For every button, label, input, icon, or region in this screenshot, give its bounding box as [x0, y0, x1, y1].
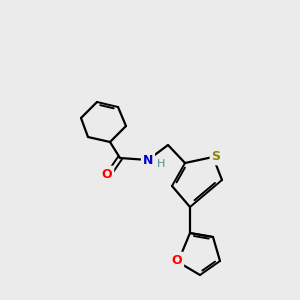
Text: H: H	[157, 159, 165, 169]
Text: N: N	[143, 154, 153, 166]
Text: O: O	[102, 167, 112, 181]
Text: S: S	[212, 151, 220, 164]
Text: O: O	[172, 254, 182, 266]
